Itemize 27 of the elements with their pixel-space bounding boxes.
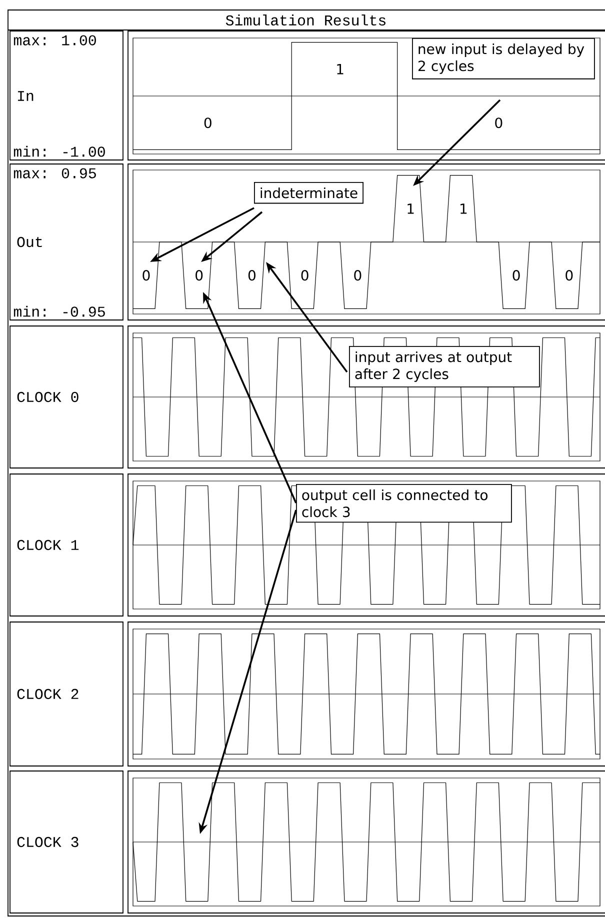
- text: min: -1.00: [14, 146, 105, 157]
- annotation: 0: [196, 270, 203, 281]
- annotation: 0: [301, 270, 308, 281]
- chart-title: Simulation Results: [226, 14, 386, 26]
- annotation: 0: [495, 118, 502, 128]
- annotation: 1: [460, 204, 467, 214]
- annotation: 0: [512, 270, 520, 281]
- y-axis-title: CLOCK 2: [17, 688, 78, 700]
- text: max: 0.95: [14, 168, 96, 178]
- y-axis-title: In: [18, 91, 34, 101]
- annotation: 0: [566, 270, 573, 281]
- annotation: 0: [204, 118, 212, 128]
- y-axis-title: CLOCK 1: [17, 540, 79, 550]
- text: max: 1.00: [14, 35, 96, 46]
- annotation: 0: [248, 270, 256, 281]
- annotation: output cell is connected to clock 3: [302, 489, 488, 518]
- annotation: 1: [337, 64, 344, 74]
- annotation: new input is delayed by 2 cycles: [418, 43, 584, 74]
- annotation: input arrives at output after 2 cycles: [355, 351, 512, 382]
- annotation: 1: [408, 204, 414, 214]
- annotation: 0: [354, 270, 362, 281]
- text: min: -0.95: [14, 306, 105, 317]
- annotation: 0: [142, 270, 150, 281]
- y-axis-title: CLOCK 3: [17, 836, 78, 848]
- annotation: indeterminate: [260, 187, 358, 198]
- y-axis-title: Out: [17, 236, 42, 248]
- y-axis-title: CLOCK 0: [17, 392, 78, 402]
